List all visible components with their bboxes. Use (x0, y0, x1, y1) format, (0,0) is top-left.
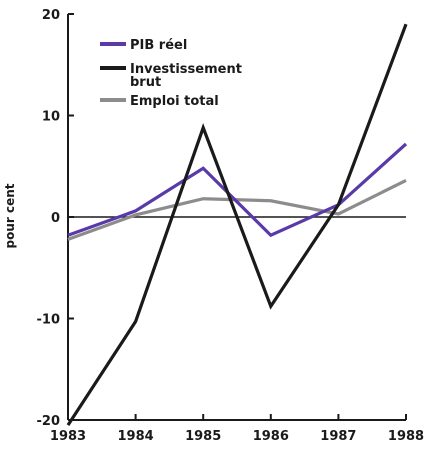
y-tick-label: 10 (42, 110, 60, 125)
x-tick-label: 1986 (253, 429, 289, 444)
axes: -20 -10 0 10 20 1983 1984 1985 1986 1987 1988 (37, 8, 425, 444)
legend-label: brut (130, 75, 161, 90)
y-tick-label: -10 (37, 313, 61, 328)
legend-label: PIB réel (130, 38, 187, 53)
x-tick-label: 1987 (320, 429, 356, 444)
x-tick-label: 1983 (50, 429, 86, 444)
x-tick-label: 1985 (185, 429, 221, 444)
series-line-0 (67, 142, 408, 238)
x-tick-label: 1988 (388, 429, 424, 444)
series-lines (66, 23, 408, 426)
y-tick-label: 20 (42, 8, 60, 23)
y-tick-label: -20 (37, 414, 61, 429)
legend-label: Investissement (130, 62, 242, 77)
series-line-1 (66, 23, 408, 426)
legend-label: Emploi total (130, 94, 219, 109)
x-tick-label: 1984 (118, 429, 154, 444)
y-tick-label: 0 (51, 211, 60, 226)
y-axis-title: pour cent (3, 183, 17, 248)
